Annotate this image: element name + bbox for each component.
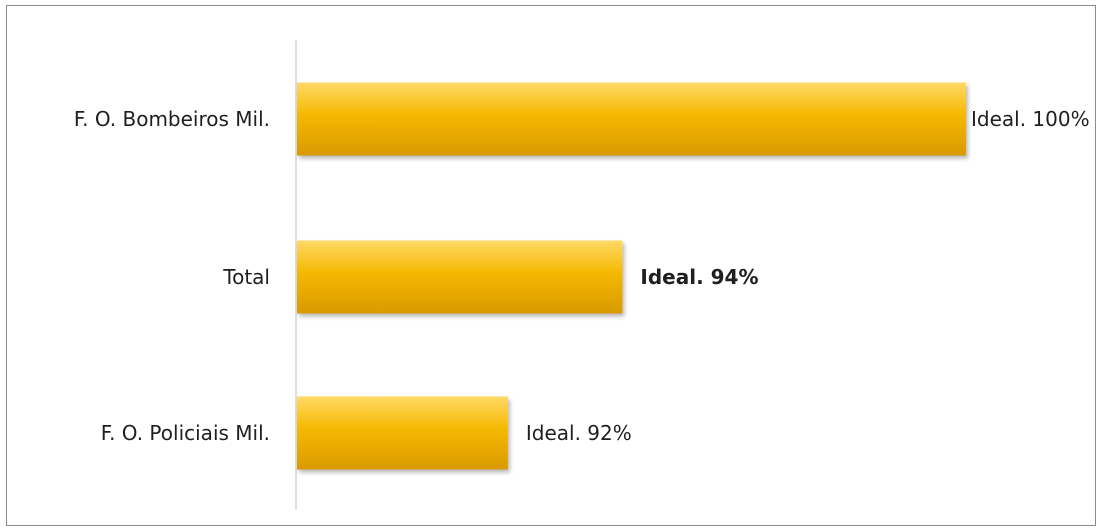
- data-label: Ideal. 94%: [640, 265, 758, 289]
- bar-3: [297, 396, 508, 470]
- bar-2: [297, 240, 623, 314]
- bar-1: [297, 82, 966, 156]
- category-label: F. O. Bombeiros Mil.: [74, 107, 270, 131]
- category-label: F. O. Policiais Mil.: [101, 421, 270, 445]
- data-label: Ideal. 100%: [971, 107, 1090, 131]
- data-label: Ideal. 92%: [526, 421, 632, 445]
- category-label: Total: [222, 265, 270, 289]
